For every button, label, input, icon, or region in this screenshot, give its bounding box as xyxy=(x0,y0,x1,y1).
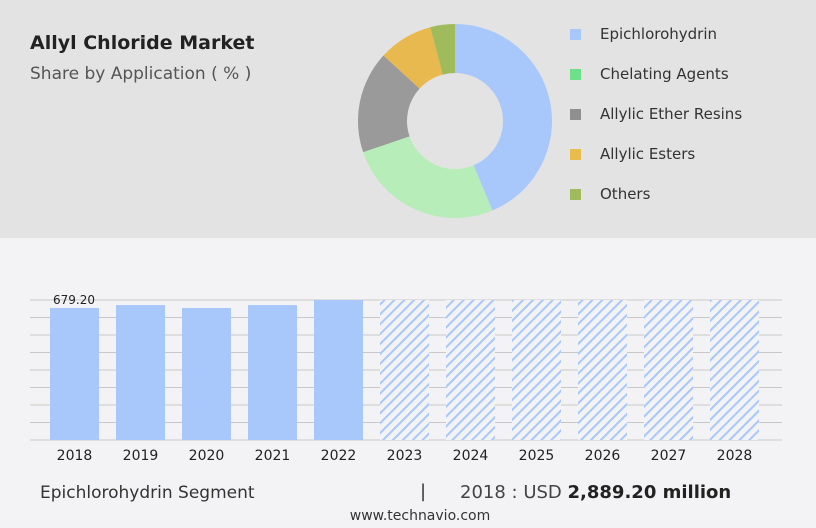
x-tick-2020: 2020 xyxy=(189,448,225,464)
x-tick-2023: 2023 xyxy=(387,448,423,464)
bar-forecast-2028 xyxy=(710,300,759,440)
x-tick-2027: 2027 xyxy=(651,448,687,464)
donut-slice-others xyxy=(430,24,455,75)
legend-item: Others xyxy=(570,174,742,214)
legend-label: Allylic Esters xyxy=(600,145,696,163)
legend-swatch xyxy=(570,188,581,200)
x-tick-2028: 2028 xyxy=(717,448,753,464)
legend-label: Others xyxy=(600,185,651,203)
legend-item: Epichlorohydrin xyxy=(570,14,742,54)
legend-item: Allylic Esters xyxy=(570,134,742,174)
x-tick-2024: 2024 xyxy=(453,448,489,464)
x-tick-2021: 2021 xyxy=(255,448,291,464)
donut-slice-allylic-ether-resins xyxy=(358,55,420,153)
legend-label: Allylic Ether Resins xyxy=(600,105,743,123)
x-tick-2025: 2025 xyxy=(519,448,555,464)
bar-forecast-2025 xyxy=(512,300,561,440)
legend-swatch xyxy=(570,108,581,120)
data-label-2018: 679.20 xyxy=(53,293,95,307)
bar-2022 xyxy=(314,300,363,440)
bar-2018 xyxy=(50,307,99,440)
legend-swatch xyxy=(570,68,581,80)
chart-title: Allyl Chloride Market xyxy=(30,32,255,54)
x-tick-2019: 2019 xyxy=(123,448,159,464)
segment-value: 2018 : USD 2,889.20 million xyxy=(460,482,731,503)
legend-label: Chelating Agents xyxy=(600,65,729,83)
x-tick-2018: 2018 xyxy=(57,448,93,464)
x-tick-2022: 2022 xyxy=(321,448,357,464)
website-url: www.technavio.com xyxy=(349,508,491,524)
legend: Epichlorohydrin Chelating Agents Allylic E… xyxy=(570,14,742,214)
x-tick-2026: 2026 xyxy=(585,448,621,464)
value: 2,889.20 million xyxy=(567,482,732,503)
bar-forecast-2023 xyxy=(380,300,429,440)
legend-swatch xyxy=(570,28,581,40)
donut-slice-allylic-esters xyxy=(383,27,443,89)
legend-item: Allylic Ether Resins xyxy=(570,94,742,134)
bar-forecast-2024 xyxy=(446,300,495,440)
segment-label: Epichlorohydrin Segment xyxy=(40,483,255,503)
bar-2020 xyxy=(182,307,231,440)
legend-label: Epichlorohydrin xyxy=(600,25,718,43)
bar-forecast-2027 xyxy=(644,300,693,440)
donut-slice-epichlorohydrin xyxy=(455,24,552,211)
donut-slice-chelating-agents xyxy=(363,136,493,218)
bar-2021 xyxy=(248,305,297,440)
bar-forecast-2026 xyxy=(578,300,627,440)
chart-subtitle: Share by Application ( % ) xyxy=(30,64,252,84)
legend-swatch xyxy=(570,148,581,160)
bar-2019 xyxy=(116,305,165,440)
separator: | xyxy=(420,481,427,502)
year-label: 2018 : USD xyxy=(460,482,562,503)
legend-item: Chelating Agents xyxy=(570,54,742,94)
